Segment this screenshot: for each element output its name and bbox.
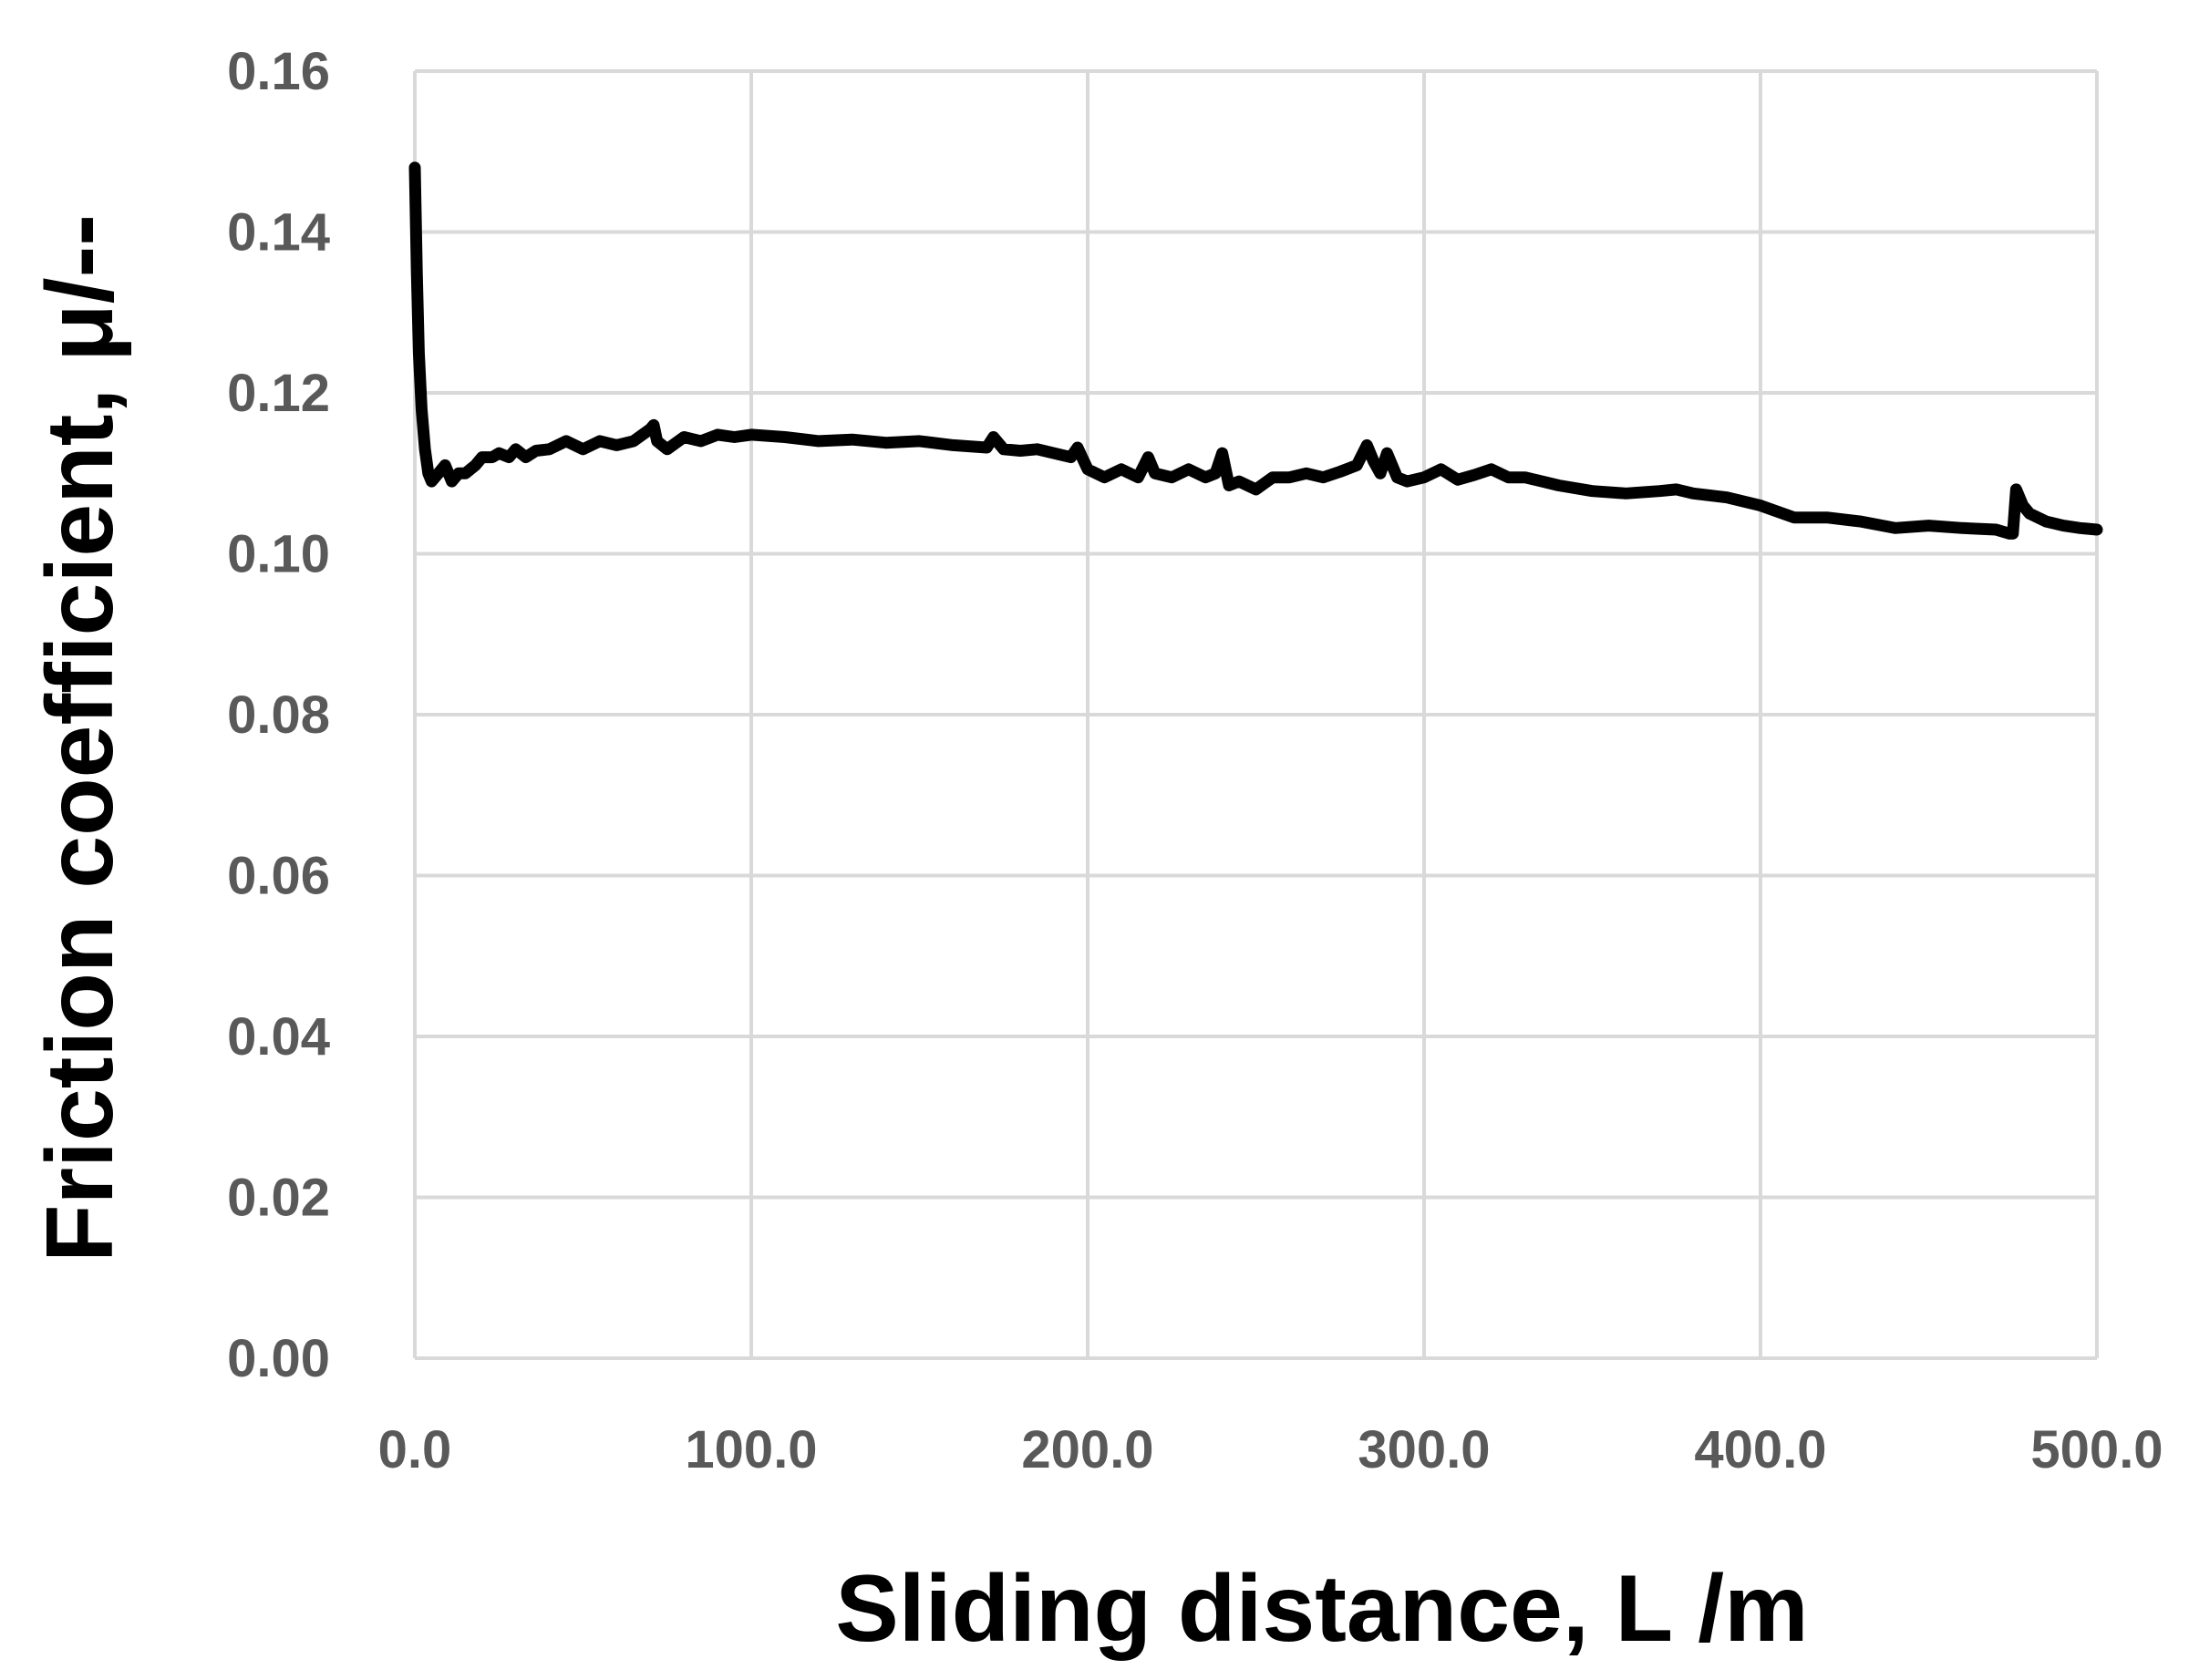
x-axis-title: Sliding distance, L /m [835, 1556, 1808, 1662]
y-tick-label: 0.10 [227, 525, 330, 584]
y-tick-label: 0.06 [227, 847, 330, 906]
x-tick-label: 100.0 [685, 1420, 817, 1479]
x-tick-label: 200.0 [1021, 1420, 1153, 1479]
grid-lines [413, 69, 2099, 1360]
x-tick-labels: 0.0 100.0 200.0 300.0 400.0 500.0 [378, 1420, 2163, 1479]
x-tick-label: 0.0 [378, 1420, 452, 1479]
y-tick-label: 0.16 [227, 42, 330, 101]
friction-series-line [408, 161, 2103, 540]
x-tick-label: 300.0 [1358, 1420, 1490, 1479]
y-tick-labels: 0.00 0.02 0.04 0.06 0.08 0.10 0.12 0.14 0.16 [227, 42, 330, 1388]
y-tick-label: 0.02 [227, 1169, 330, 1228]
y-tick-label: 0.04 [227, 1007, 330, 1067]
x-tick-label: 500.0 [2030, 1420, 2163, 1479]
x-tick-label: 400.0 [1694, 1420, 1826, 1479]
y-tick-label: 0.14 [227, 203, 330, 263]
y-tick-label: 0.08 [227, 685, 330, 745]
y-tick-label: 0.12 [227, 364, 330, 423]
y-axis-title: Friction coefficient, μ/-- [27, 214, 133, 1263]
y-tick-label: 0.00 [227, 1329, 330, 1388]
